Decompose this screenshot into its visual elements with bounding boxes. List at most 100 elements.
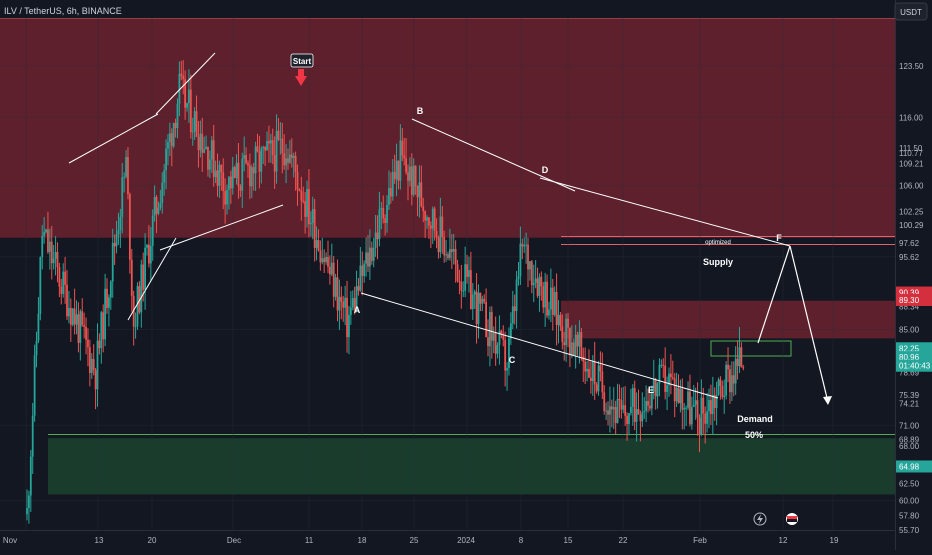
- candle-body-180: [369, 247, 371, 267]
- candle-body-94: [205, 146, 207, 150]
- candle-body-231: [466, 264, 468, 277]
- candle-body-190: [388, 188, 390, 205]
- candle-body-252: [506, 367, 508, 371]
- candle-body-142: [296, 172, 299, 190]
- candle-body-153: [317, 240, 320, 251]
- candle-body-57: [134, 326, 137, 328]
- candle-body-267: [534, 278, 537, 283]
- price-tick-0: 123.50: [899, 62, 924, 71]
- candle-body-178: [365, 252, 367, 264]
- candle-body-372: [734, 358, 737, 384]
- candle-body-93: [203, 149, 206, 153]
- candle-body-219: [443, 237, 446, 256]
- price-badge-2: 82.25: [899, 344, 920, 353]
- price-tick-8: 97.62: [899, 239, 920, 248]
- candle-body-164: [338, 296, 341, 311]
- candle-body-356: [704, 413, 707, 424]
- candle-body-172: [353, 298, 356, 311]
- candle-body-146: [304, 201, 307, 217]
- price-badge-0: 90.39: [899, 289, 920, 298]
- time-tick-3: Dec: [227, 536, 241, 545]
- start-arrow-icon: [295, 69, 307, 86]
- candle-body-317: [629, 406, 632, 414]
- candle-body-87: [191, 131, 194, 133]
- candle-body-51: [123, 176, 126, 178]
- candle-body-157: [325, 256, 327, 263]
- candle-body-197: [401, 140, 404, 156]
- candle-body-53: [127, 157, 129, 195]
- time-tick-2: 20: [148, 536, 157, 545]
- price-tick-9: 95.62: [899, 253, 920, 262]
- candle-body-312: [620, 400, 623, 410]
- candle-body-141: [294, 155, 297, 173]
- candle-body-224: [452, 248, 455, 252]
- candle-body-34: [90, 358, 93, 374]
- candle-body-345: [683, 408, 686, 410]
- candle-body-9: [43, 232, 46, 237]
- start-label: Start: [293, 57, 312, 66]
- candle-body-82: [182, 75, 185, 80]
- candle-body-97: [210, 140, 213, 160]
- demand-label: Demand: [737, 414, 773, 424]
- candle-body-123: [260, 148, 263, 172]
- flag-icon[interactable]: [786, 513, 798, 525]
- candle-body-106: [228, 176, 230, 190]
- candle-body-73: [165, 148, 167, 171]
- candle-body-182: [372, 247, 375, 261]
- candle-body-24: [71, 308, 74, 325]
- candle-body-2: [29, 456, 32, 496]
- candle-body-272: [544, 281, 547, 308]
- candle-body-191: [389, 188, 392, 197]
- supply-label: Supply: [703, 257, 733, 267]
- candle-body-108: [231, 167, 234, 189]
- candle-body-187: [382, 208, 385, 219]
- candle-body-156: [323, 258, 326, 263]
- candle-body-250: [502, 334, 505, 341]
- candle-body-361: [713, 394, 716, 408]
- candle-body-338: [669, 373, 672, 378]
- candle-body-64: [148, 244, 150, 264]
- candle-body-282: [563, 342, 566, 346]
- time-tick-9: 15: [564, 536, 573, 545]
- candle-body-149: [309, 222, 312, 225]
- lightning-icon[interactable]: [753, 512, 767, 526]
- candle-body-112: [239, 186, 242, 191]
- candle-body-329: [652, 379, 655, 392]
- candle-body-92: [201, 133, 204, 153]
- candle-body-41: [104, 288, 107, 340]
- candle-body-22: [68, 307, 70, 317]
- candle-body-102: [220, 164, 223, 173]
- candle-body-116: [247, 163, 249, 166]
- candle-body-253: [508, 338, 510, 368]
- candle-body-279: [557, 314, 560, 326]
- currency-button[interactable]: USDT: [894, 2, 928, 21]
- candle-body-320: [635, 409, 638, 422]
- candle-body-43: [108, 297, 110, 308]
- price-tick-12: 88.34: [899, 303, 920, 312]
- candle-body-105: [226, 189, 228, 205]
- candle-body-161: [332, 262, 335, 297]
- candle-body-86: [189, 89, 192, 133]
- upper-channel-line-d: [539, 177, 791, 247]
- candle-body-45: [111, 242, 114, 282]
- price-tick-15: 75.39: [899, 391, 920, 400]
- candle-body-230: [464, 264, 467, 291]
- drawings-layer: [68, 52, 832, 405]
- candle-body-350: [692, 404, 695, 408]
- candle-body-324: [643, 411, 646, 413]
- upper-channel-line-b: [411, 118, 576, 192]
- price-tick-13: 85.00: [899, 325, 920, 334]
- wave-label-a: A: [354, 305, 361, 315]
- price-tick-2: 111.50: [899, 144, 923, 153]
- time-tick-13: 19: [830, 536, 839, 545]
- candle-body-270: [540, 276, 543, 287]
- candle-body-10: [45, 229, 47, 233]
- candle-body-4: [33, 355, 36, 416]
- price-tick-5: 106.00: [899, 182, 924, 191]
- price-tick-1: 116.00: [899, 113, 923, 122]
- candle-body-291: [580, 332, 583, 357]
- candle-body-207: [420, 182, 423, 207]
- candle-body-319: [633, 388, 636, 422]
- time-tick-4: 11: [305, 536, 314, 545]
